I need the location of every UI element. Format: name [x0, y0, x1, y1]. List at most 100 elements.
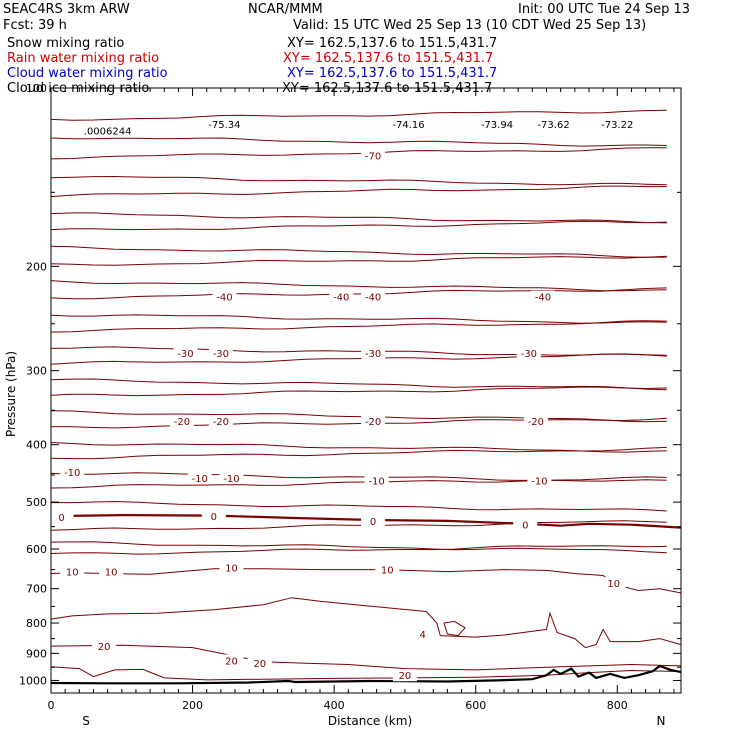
north-end-label: N	[657, 714, 666, 728]
isotherm-line	[50, 442, 667, 453]
contour-label-background	[410, 628, 435, 641]
contour-label: 10	[381, 566, 394, 577]
contour-label: -20	[174, 417, 190, 428]
field-xy-snow: XY= 162.5,137.6 to 151.5,431.7	[287, 36, 497, 51]
contour-label-background	[49, 511, 74, 524]
isotherm-line	[50, 644, 682, 671]
x-tick-label: 800	[607, 699, 628, 712]
contour-label: 0	[58, 513, 64, 524]
isotherm-line	[50, 545, 667, 555]
contour-label-background	[375, 563, 400, 576]
contour-label: -20	[213, 417, 229, 428]
top-value-label: -73.62	[537, 120, 569, 131]
contour-label-background	[364, 474, 389, 487]
contour-label: 20	[98, 642, 111, 653]
contour-label: -10	[191, 474, 207, 485]
isotherm-line	[50, 346, 667, 357]
header-org: NCAR/MMM	[248, 2, 323, 17]
isotherm-line	[50, 185, 667, 198]
contour-label: -30	[365, 349, 381, 360]
contour-label-background	[212, 290, 237, 303]
isotherm-line	[50, 446, 667, 460]
y-tick-label: 600	[26, 543, 47, 556]
contour-label: 4	[419, 630, 425, 641]
y-tick-label: 400	[26, 439, 47, 452]
contour-label-background	[208, 346, 233, 359]
x-tick-label: 200	[182, 699, 203, 712]
top-value-label: -75.34	[208, 120, 240, 131]
isotherm-line	[50, 541, 667, 554]
y-tick-label: 500	[26, 496, 47, 509]
y-tick-label: 800	[26, 617, 47, 630]
freezing-level-line	[50, 513, 682, 529]
contour-label-background	[173, 346, 198, 359]
contour-label-background	[392, 669, 417, 682]
contour-label-background	[329, 290, 354, 303]
isotherm-line	[50, 417, 667, 429]
contour-label-background	[361, 346, 386, 359]
contour-label: -20	[365, 417, 381, 428]
contour-label: 10	[607, 579, 620, 590]
header-fcst: Fcst: 39 h	[3, 18, 67, 33]
isotherm-line	[50, 410, 667, 423]
contour-label-background	[219, 471, 244, 484]
y-tick-label: 100	[26, 82, 47, 95]
isotherm-line	[50, 175, 667, 186]
x-tick-label: 0	[48, 699, 55, 712]
isotherm-line	[50, 520, 667, 531]
contour-label-background	[516, 346, 541, 359]
contour-label: 10	[105, 568, 118, 579]
contour-label: 20	[253, 659, 266, 670]
isotherm-line	[50, 320, 667, 333]
contour-label: -20	[528, 417, 544, 428]
contour-label-background	[208, 415, 233, 428]
contour-label-background	[361, 290, 386, 303]
field-xy-cloud-water: XY= 162.5,137.6 to 151.5,431.7	[287, 66, 497, 81]
isotherm-line	[50, 472, 667, 482]
isotherm-line	[50, 245, 667, 258]
y-tick-label: 1000	[19, 674, 47, 687]
contour-label-background	[99, 565, 124, 578]
isotherm-line	[50, 597, 682, 649]
field-xy-rain: XY= 162.5,137.6 to 151.5,431.7	[283, 51, 493, 66]
contour-label: -30	[521, 349, 537, 360]
isotherm-line	[50, 109, 667, 121]
isotherm-line	[50, 476, 667, 489]
contour-label: -40	[535, 293, 551, 304]
contour-label: -30	[177, 349, 193, 360]
y-tick-label: 300	[26, 365, 47, 378]
contour-label-background	[247, 657, 272, 670]
contour-label-background	[60, 565, 85, 578]
header-init: Init: 00 UTC Tue 24 Sep 13	[518, 2, 690, 17]
isotherm-line	[50, 220, 667, 231]
contour-label-background	[361, 415, 386, 428]
contour-label: 10	[225, 564, 238, 575]
top-value-label: -73.22	[601, 120, 633, 131]
x-tick-label: 600	[465, 699, 486, 712]
contour-label-background	[513, 518, 538, 531]
contour-label: -40	[216, 293, 232, 304]
isotherm-contours	[50, 109, 682, 681]
y-axis-label: Pressure (hPa)	[4, 351, 18, 437]
isotherm-line	[50, 378, 667, 391]
contour-label: 10	[66, 568, 79, 579]
contour-label: 20	[399, 671, 412, 682]
contour-label-background	[92, 640, 117, 653]
y-tick-label: 700	[26, 583, 47, 596]
contour-label: 0	[522, 520, 528, 531]
isotherm-line	[50, 147, 667, 160]
contour-label: -30	[213, 349, 229, 360]
contour-label: -10	[64, 468, 80, 479]
contour-labels: .0006244 -75.34 -74.16 -73.94 -73.62 -73.22 -7…	[49, 120, 633, 682]
contour-label-background	[201, 510, 226, 523]
contour-label-background	[361, 514, 386, 527]
contour-label: -10	[531, 477, 547, 488]
contour-label-background	[219, 561, 244, 574]
y-tick-label: 900	[26, 647, 47, 660]
contour-label: -10	[223, 474, 239, 485]
field-label-cloud-water: Cloud water mixing ratio	[7, 66, 168, 81]
contour-label-background	[361, 149, 386, 162]
y-tick-label: 200	[26, 260, 47, 273]
south-end-label: S	[82, 714, 90, 728]
